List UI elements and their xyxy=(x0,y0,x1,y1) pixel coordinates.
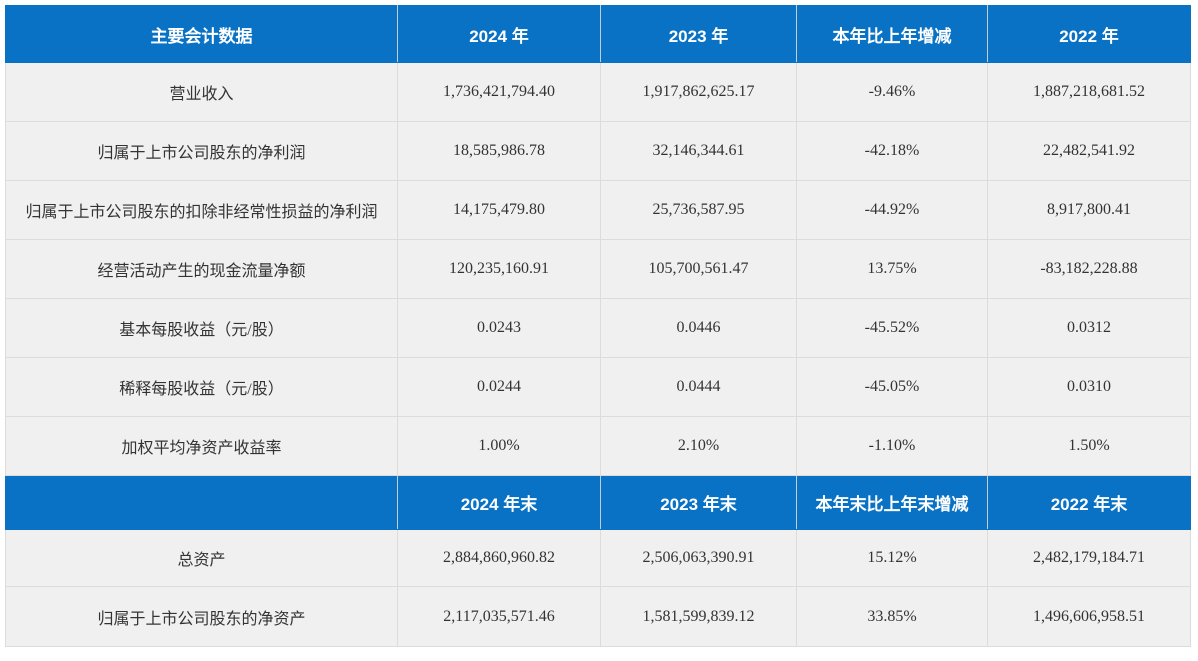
table-row-net-profit-excl-nonrecurring: 归属于上市公司股东的扣除非经常性损益的净利润 14,175,479.80 25,… xyxy=(5,180,1191,240)
cell-value: -1.10% xyxy=(796,416,988,476)
cell-value: 22,482,541.92 xyxy=(987,121,1191,181)
cell-value: 25,736,587.95 xyxy=(600,180,797,240)
cell-value: 2.10% xyxy=(600,416,797,476)
table-row-operating-revenue: 营业收入 1,736,421,794.40 1,917,862,625.17 -… xyxy=(5,62,1191,122)
key-accounting-data-table: 主要会计数据 2024 年 2023 年 本年比上年增减 2022 年 营业收入… xyxy=(5,5,1191,647)
cell-value: 2,506,063,390.91 xyxy=(600,529,797,587)
cell-value: 18,585,986.78 xyxy=(397,121,601,181)
row-label: 总资产 xyxy=(5,529,398,587)
cell-value: 120,235,160.91 xyxy=(397,239,601,299)
cell-value: 0.0446 xyxy=(600,298,797,358)
cell-value: 2,884,860,960.82 xyxy=(397,529,601,587)
cell-value: 8,917,800.41 xyxy=(987,180,1191,240)
column-header-2023-end: 2023 年末 xyxy=(600,475,797,530)
column-header-year-end-change: 本年末比上年末增减 xyxy=(796,475,988,530)
cell-value: 1,736,421,794.40 xyxy=(397,62,601,122)
cell-value: 1,887,218,681.52 xyxy=(987,62,1191,122)
cell-value: 14,175,479.80 xyxy=(397,180,601,240)
cell-value: 13.75% xyxy=(796,239,988,299)
cell-value: -45.52% xyxy=(796,298,988,358)
cell-value: 1,917,862,625.17 xyxy=(600,62,797,122)
cell-value: 2,482,179,184.71 xyxy=(987,529,1191,587)
cell-value: 0.0243 xyxy=(397,298,601,358)
cell-value: 32,146,344.61 xyxy=(600,121,797,181)
row-label: 稀释每股收益（元/股） xyxy=(5,357,398,417)
cell-value: 15.12% xyxy=(796,529,988,587)
row-label: 归属于上市公司股东的净利润 xyxy=(5,121,398,181)
column-header-2023: 2023 年 xyxy=(600,5,797,63)
cell-value: 2,117,035,571.46 xyxy=(397,586,601,647)
cell-value: 105,700,561.47 xyxy=(600,239,797,299)
cell-value: -83,182,228.88 xyxy=(987,239,1191,299)
cell-value: 0.0444 xyxy=(600,357,797,417)
cell-value: 33.85% xyxy=(796,586,988,647)
row-label: 归属于上市公司股东的净资产 xyxy=(5,586,398,647)
row-label: 归属于上市公司股东的扣除非经常性损益的净利润 xyxy=(5,180,398,240)
table-row-weighted-avg-roe: 加权平均净资产收益率 1.00% 2.10% -1.10% 1.50% xyxy=(5,416,1191,476)
cell-value: 1,581,599,839.12 xyxy=(600,586,797,647)
cell-value: -45.05% xyxy=(796,357,988,417)
cell-value: -42.18% xyxy=(796,121,988,181)
column-header-2022: 2022 年 xyxy=(987,5,1191,63)
column-header-2024: 2024 年 xyxy=(397,5,601,63)
table-row-net-assets-attributable: 归属于上市公司股东的净资产 2,117,035,571.46 1,581,599… xyxy=(5,586,1191,647)
cell-value: 1,496,606,958.51 xyxy=(987,586,1191,647)
cell-value: 0.0244 xyxy=(397,357,601,417)
cell-value: 0.0310 xyxy=(987,357,1191,417)
header-row-annual: 主要会计数据 2024 年 2023 年 本年比上年增减 2022 年 xyxy=(5,5,1191,63)
column-header-blank xyxy=(5,475,398,530)
row-label: 加权平均净资产收益率 xyxy=(5,416,398,476)
cell-value: -44.92% xyxy=(796,180,988,240)
cell-value: 1.00% xyxy=(397,416,601,476)
column-header-2024-end: 2024 年末 xyxy=(397,475,601,530)
header-row-year-end: 2024 年末 2023 年末 本年末比上年末增减 2022 年末 xyxy=(5,475,1191,530)
cell-value: -9.46% xyxy=(796,62,988,122)
row-label: 基本每股收益（元/股） xyxy=(5,298,398,358)
row-label: 营业收入 xyxy=(5,62,398,122)
column-header-2022-end: 2022 年末 xyxy=(987,475,1191,530)
table-row-net-profit-attributable: 归属于上市公司股东的净利润 18,585,986.78 32,146,344.6… xyxy=(5,121,1191,181)
table-row-basic-eps: 基本每股收益（元/股） 0.0243 0.0446 -45.52% 0.0312 xyxy=(5,298,1191,358)
column-header-main-accounting-data: 主要会计数据 xyxy=(5,5,398,63)
table-row-diluted-eps: 稀释每股收益（元/股） 0.0244 0.0444 -45.05% 0.0310 xyxy=(5,357,1191,417)
cell-value: 1.50% xyxy=(987,416,1191,476)
table-row-total-assets: 总资产 2,884,860,960.82 2,506,063,390.91 15… xyxy=(5,529,1191,587)
table-row-operating-cash-flow: 经营活动产生的现金流量净额 120,235,160.91 105,700,561… xyxy=(5,239,1191,299)
row-label: 经营活动产生的现金流量净额 xyxy=(5,239,398,299)
column-header-yoy-change: 本年比上年增减 xyxy=(796,5,988,63)
cell-value: 0.0312 xyxy=(987,298,1191,358)
